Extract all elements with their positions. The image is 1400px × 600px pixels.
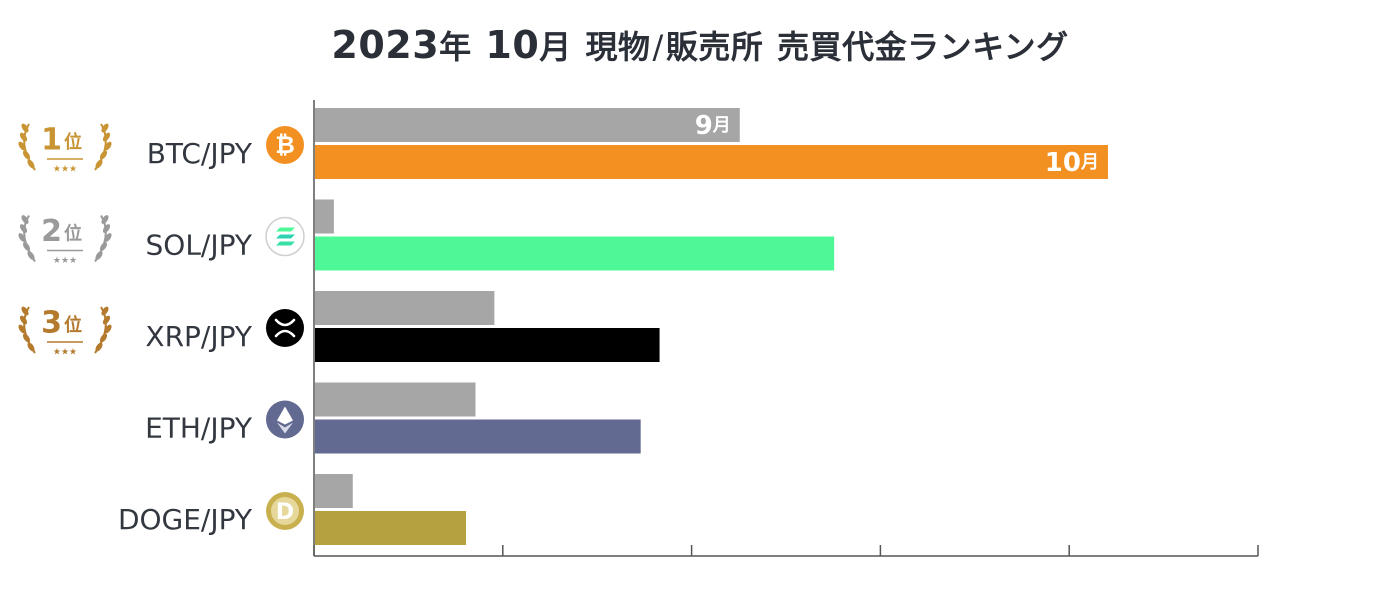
title-spot: 現物 (585, 28, 651, 66)
bar-oct-doge-jpy (315, 511, 467, 545)
rank-suffix: 位 (64, 131, 82, 153)
bar-oct-btc-jpy (315, 145, 1108, 179)
laurel-right-icon (94, 306, 112, 354)
bar-oct-xrp-jpy (315, 328, 660, 362)
dogecoin-icon: D (266, 492, 304, 530)
solana-icon (265, 216, 305, 257)
title-year-suffix: 年 (439, 28, 472, 66)
title-month: 10 (485, 23, 540, 67)
rank-badge-2: 2 位 ★★★ (18, 214, 112, 266)
ethereum-icon (266, 400, 304, 439)
rank-number: 2 (41, 214, 62, 249)
title-year: 2023 (331, 23, 440, 67)
category-label: ETH/JPY (145, 412, 253, 445)
xrp-icon (266, 309, 304, 347)
title-ranking: 売買代金ランキング (777, 28, 1069, 66)
svg-text:₿: ₿ (275, 131, 295, 159)
category-label: BTC/JPY (147, 137, 253, 170)
bar-sep-xrp-jpy (315, 291, 495, 325)
bar-oct-sol-jpy (315, 236, 835, 271)
bar-sep-sol-jpy (315, 199, 334, 234)
legend-label-sep: 9月 (695, 111, 731, 141)
rank-badge-3: 3 位 ★★★ (18, 306, 112, 358)
rank-number: 1 (41, 123, 62, 158)
legend-label-oct: 10月 (1045, 148, 1099, 178)
bar-sep-eth-jpy (315, 382, 476, 417)
chart-title: 2023年 10月 現物/販売所 売買代金ランキング (0, 22, 1400, 68)
svg-text:D: D (276, 500, 294, 525)
title-slash: / (652, 28, 664, 66)
stars-icon: ★★★ (53, 348, 77, 358)
bar-oct-eth-jpy (315, 419, 641, 454)
rank-suffix: 位 (64, 223, 82, 245)
stars-icon: ★★★ (53, 165, 77, 175)
laurel-left-icon (18, 306, 36, 354)
laurel-right-icon (94, 123, 112, 171)
laurel-left-icon (18, 214, 36, 263)
category-label: DOGE/JPY (118, 503, 253, 536)
laurel-left-icon (18, 123, 36, 171)
laurel-right-icon (94, 214, 112, 263)
bar-sep-doge-jpy (315, 474, 353, 508)
title-month-suffix: 月 (539, 28, 572, 66)
bar-sep-btc-jpy (315, 108, 740, 142)
rank-number: 3 (41, 306, 62, 341)
rank-badge-1: 1 位 ★★★ (18, 123, 112, 175)
title-exchange: 販売所 (665, 28, 764, 66)
category-label: XRP/JPY (145, 320, 252, 353)
category-label: SOL/JPY (146, 229, 253, 262)
stars-icon: ★★★ (53, 256, 77, 266)
rank-suffix: 位 (64, 314, 82, 336)
bitcoin-icon: ₿ (266, 126, 304, 164)
